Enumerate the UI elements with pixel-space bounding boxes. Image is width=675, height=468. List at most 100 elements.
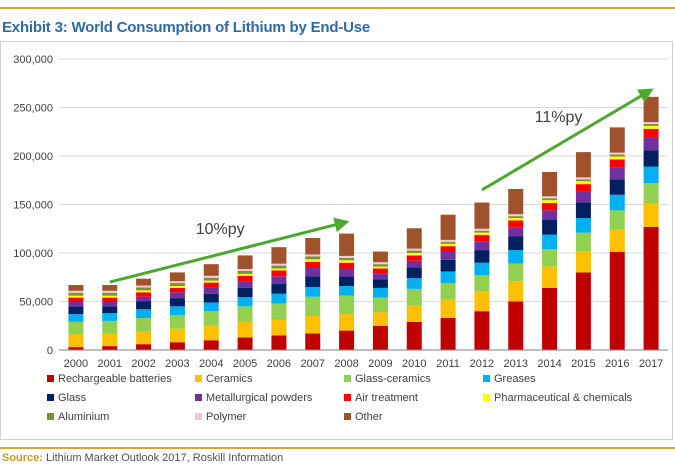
x-tick-label: 2006 <box>267 358 291 370</box>
bar-segment <box>102 301 118 307</box>
y-tick-label: 300,000 <box>13 54 53 66</box>
bar-segment <box>372 264 388 267</box>
legend-item: Polymer <box>195 411 247 423</box>
bar-segment <box>575 202 591 219</box>
legend-label: Greases <box>494 373 536 385</box>
bar-segment <box>237 306 253 322</box>
bar-segment <box>136 309 152 318</box>
bar-segment <box>203 277 219 281</box>
bar-segment <box>237 337 253 350</box>
bar-segment <box>406 267 422 279</box>
bar-segment <box>609 167 625 180</box>
bar-segment <box>136 317 152 332</box>
bar-segment <box>136 290 152 293</box>
bar-segment <box>508 227 524 237</box>
bar-segment <box>203 311 219 326</box>
bar-segment <box>203 282 219 288</box>
bar-segment <box>372 262 388 265</box>
y-tick-label: 250,000 <box>13 103 53 115</box>
bar-segment <box>237 255 253 270</box>
bar-segment <box>643 137 659 151</box>
bar-segment <box>474 291 490 312</box>
bar-segment <box>102 292 118 296</box>
bar-segment <box>575 218 591 233</box>
legend-swatch <box>47 375 54 382</box>
bar-segment <box>575 177 591 180</box>
bar-segment <box>271 276 287 285</box>
bar-segment <box>508 281 524 302</box>
x-axis-ticks: 2000 2001 2002 2003 2004 2005 2006 2007 2008 2009… <box>64 358 664 370</box>
legend-label: Ceramics <box>206 373 253 385</box>
bar-segment <box>305 286 321 297</box>
bar-segment <box>68 290 84 293</box>
bar-segment <box>508 301 524 350</box>
bar-segment <box>305 316 321 334</box>
bar-segment <box>169 285 185 288</box>
y-tick-label: 0 <box>47 345 53 357</box>
bar-segment <box>68 301 84 307</box>
bar-stack-2010 <box>406 228 422 350</box>
bar-segment <box>305 237 321 255</box>
bar-segment <box>406 228 422 249</box>
bar-segment <box>305 268 321 277</box>
bar-segment <box>643 123 659 126</box>
bar-segment <box>575 232 591 252</box>
bar-segment <box>542 234 558 250</box>
legend-swatch <box>344 394 351 401</box>
bar-segment <box>169 306 185 316</box>
bar-segment <box>406 248 422 251</box>
bar-stack-2015 <box>575 152 591 350</box>
bar-segment <box>474 202 490 229</box>
bar-segment <box>169 292 185 299</box>
x-tick-label: 2012 <box>470 358 494 370</box>
x-tick-label: 2009 <box>368 358 392 370</box>
legend-swatch <box>47 413 54 420</box>
bar-stack-2016 <box>609 127 625 350</box>
bar-segment <box>406 253 422 256</box>
bar-segment <box>271 293 287 304</box>
bar-stack-2008 <box>339 233 355 350</box>
bar-segment <box>643 183 659 204</box>
bar-segment <box>102 295 118 298</box>
bar-segment <box>609 159 625 168</box>
x-tick-label: 2003 <box>165 358 189 370</box>
legend-item: Metallurgical powders <box>195 392 313 404</box>
bar-segment <box>102 346 118 350</box>
bar-segment <box>305 256 321 260</box>
bar-stack-2011 <box>440 214 456 350</box>
bar-segment <box>102 290 118 293</box>
bar-segment <box>440 283 456 300</box>
x-tick-label: 2002 <box>131 358 155 370</box>
bar-stack-2002 <box>136 278 152 350</box>
x-tick-label: 2001 <box>98 358 122 370</box>
legend-label: Polymer <box>206 411 247 423</box>
bar-segment <box>406 250 422 253</box>
bars <box>68 96 659 350</box>
bar-segment <box>440 243 456 247</box>
bar-segment <box>542 203 558 211</box>
y-tick-label: 50,000 <box>19 297 53 309</box>
source-note: Source: Lithium Market Outlook 2017, Ros… <box>2 452 283 464</box>
bar-segment <box>102 320 118 334</box>
bar-segment <box>542 172 558 197</box>
bar-segment <box>542 266 558 288</box>
trend-annotations: 10%py 11%py <box>109 88 654 284</box>
bar-segment <box>271 265 287 269</box>
bar-segment <box>440 271 456 284</box>
bar-segment <box>169 287 185 293</box>
bar-segment <box>609 210 625 230</box>
bar-segment <box>609 127 625 153</box>
bar-segment <box>575 184 591 192</box>
bottom-rule <box>0 447 675 449</box>
bar-segment <box>339 295 355 315</box>
bar-segment <box>609 252 625 350</box>
y-axis-ticks: 0 50,000 100,000 150,000 200,000 250,000 300,0… <box>13 54 53 357</box>
bar-segment <box>271 303 287 320</box>
legend-item: Ceramics <box>195 373 253 385</box>
bar-segment <box>406 278 422 289</box>
bar-segment <box>136 285 152 288</box>
bar-segment <box>203 293 219 303</box>
bar-stack-2000 <box>68 285 84 350</box>
bar-segment <box>237 287 253 298</box>
bar-segment <box>271 247 287 264</box>
